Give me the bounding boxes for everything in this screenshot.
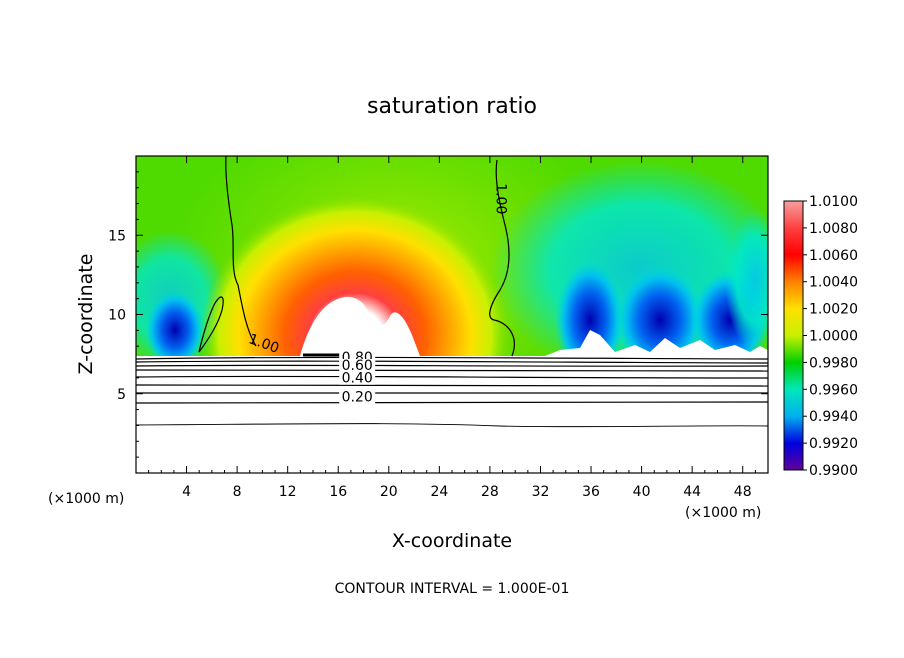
x-unit-label-left: (×1000 m) (48, 491, 124, 507)
x-tick-label: 8 (233, 484, 242, 500)
colorbar-label: 1.0100 (809, 194, 858, 210)
y-tick-label: 5 (117, 387, 126, 403)
x-tick-label: 24 (430, 484, 448, 500)
contour-label: 0.40 (342, 371, 373, 387)
x-tick-label: 20 (380, 484, 398, 500)
x-tick-label: 32 (532, 484, 550, 500)
colorbar-label: 1.0040 (809, 275, 858, 291)
colorbar-label: 0.9960 (809, 382, 858, 398)
contour-label: 0.20 (342, 390, 373, 406)
contour-labels: 1.001.000.800.600.400.20 (246, 183, 508, 406)
colorbar-label: 1.0000 (809, 329, 858, 345)
y-axis-label: Z-coordinate (75, 254, 97, 375)
contour-label-bg (339, 358, 376, 372)
x-axis: 4 8 12 16 20 24 28 32 36 40 44 48 (148, 156, 756, 500)
chart-title: saturation ratio (367, 94, 537, 119)
contour-label-bg (339, 390, 376, 404)
contour-label: 1.00 (492, 183, 508, 214)
colorbar-label: 1.0060 (809, 248, 858, 264)
colorbar: 1.0100 1.0080 1.0060 1.0040 1.0020 1.0000 0.99… (783, 194, 858, 479)
contour-interval-note: CONTOUR INTERVAL = 1.000E-01 (335, 581, 570, 597)
y-tick-label: 10 (108, 308, 126, 324)
x-tick-label: 16 (329, 484, 347, 500)
colorbar-label: 0.9920 (809, 436, 858, 452)
colorbar-label: 0.9980 (809, 355, 858, 371)
x-tick-label: 44 (683, 484, 701, 500)
x-tick-label: 12 (279, 484, 297, 500)
colorbar-label: 1.0020 (809, 302, 858, 318)
contour-lines (136, 156, 768, 428)
colorbar-label: 1.0080 (809, 221, 858, 237)
x-tick-label: 28 (481, 484, 499, 500)
y-axis: 5 10 15 (108, 171, 768, 458)
x-tick-label: 36 (582, 484, 600, 500)
x-axis-label: X-coordinate (392, 530, 512, 552)
colorbar-label: 0.9900 (809, 463, 858, 479)
x-tick-label: 48 (734, 484, 752, 500)
x-tick-label: 40 (633, 484, 651, 500)
contour-label-bg (339, 371, 376, 385)
y-tick-label: 15 (108, 228, 126, 244)
colorbar-scale (783, 200, 804, 471)
plot-area (136, 156, 768, 473)
x-tick-label: 4 (182, 484, 191, 500)
colorbar-label: 0.9940 (809, 409, 858, 425)
contour-label: 0.60 (342, 358, 373, 374)
x-unit-label-right: (×1000 m) (685, 505, 761, 521)
